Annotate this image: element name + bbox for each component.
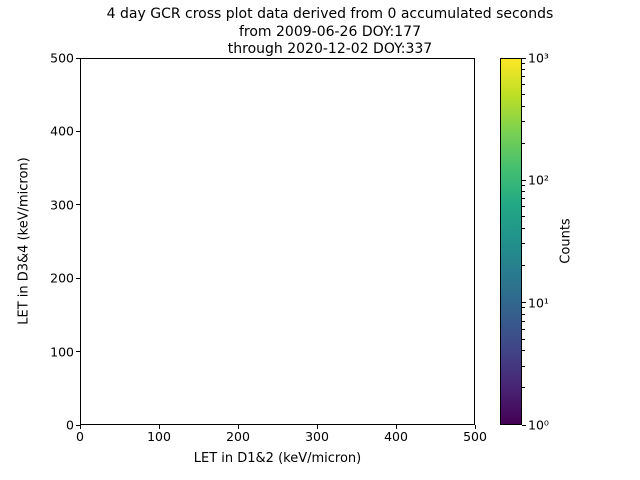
colorbar-minor-tick-mark bbox=[522, 142, 525, 144]
y-tick-mark bbox=[76, 130, 80, 132]
colorbar-minor-tick-mark bbox=[522, 350, 525, 352]
colorbar-minor-ticks bbox=[522, 58, 525, 425]
y-tick-label: 400 bbox=[50, 123, 74, 139]
colorbar-minor-tick-mark bbox=[522, 365, 525, 367]
colorbar-minor-tick-mark bbox=[522, 387, 525, 389]
chart-title: 4 day GCR cross plot data derived from 0… bbox=[20, 6, 640, 59]
x-tick-mark bbox=[474, 425, 476, 429]
colorbar-minor-tick-mark bbox=[522, 328, 525, 330]
colorbar-tick-label: 10⁰ bbox=[528, 417, 549, 433]
y-tick-mark bbox=[76, 277, 80, 279]
y-tick-label: 0 bbox=[66, 417, 74, 433]
y-tick-mark bbox=[76, 57, 80, 59]
colorbar bbox=[500, 58, 522, 425]
x-tick-mark bbox=[158, 425, 160, 429]
colorbar-minor-tick-mark bbox=[522, 338, 525, 340]
colorbar-minor-tick-mark bbox=[522, 313, 525, 315]
y-tick-label: 200 bbox=[50, 270, 74, 286]
chart-title-line3: through 2020-12-02 DOY:337 bbox=[227, 41, 433, 57]
colorbar-tick-mark bbox=[522, 57, 526, 59]
colorbar-minor-tick-mark bbox=[522, 105, 525, 107]
colorbar-minor-tick-mark bbox=[522, 198, 525, 200]
colorbar-minor-tick-mark bbox=[522, 216, 525, 218]
colorbar-tick-label: 10¹ bbox=[528, 295, 549, 311]
colorbar-minor-tick-mark bbox=[522, 75, 525, 77]
y-tick-label: 300 bbox=[50, 197, 74, 213]
colorbar-minor-tick-mark bbox=[522, 84, 525, 86]
y-tick-mark bbox=[76, 204, 80, 206]
x-tick-label: 200 bbox=[226, 429, 250, 444]
colorbar-minor-tick-mark bbox=[522, 62, 525, 64]
colorbar-minor-tick-mark bbox=[522, 191, 525, 193]
colorbar-axis-label: Counts bbox=[558, 218, 574, 264]
colorbar-tick-mark bbox=[522, 179, 526, 181]
x-axis-label: LET in D1&2 (keV/micron) bbox=[193, 451, 362, 466]
colorbar-gradient bbox=[501, 59, 521, 424]
x-tick-label: 500 bbox=[463, 429, 487, 444]
y-tick-label: 500 bbox=[50, 50, 74, 66]
colorbar-minor-tick-mark bbox=[522, 93, 525, 95]
y-tick-label: 100 bbox=[50, 344, 74, 360]
colorbar-minor-tick-mark bbox=[522, 206, 525, 208]
y-tick-mark bbox=[76, 351, 80, 353]
colorbar-minor-tick-mark bbox=[522, 243, 525, 245]
y-axis-label: LET in D3&4 (keV/micron) bbox=[16, 157, 32, 325]
colorbar-minor-tick-mark bbox=[522, 307, 525, 309]
chart-title-line1: 4 day GCR cross plot data derived from 0… bbox=[106, 6, 554, 22]
x-tick-label: 100 bbox=[147, 429, 171, 444]
y-tick-mark bbox=[76, 424, 80, 426]
x-tick-mark bbox=[395, 425, 397, 429]
colorbar-tick-mark bbox=[522, 424, 526, 426]
x-tick-mark bbox=[316, 425, 318, 429]
x-tick-mark bbox=[237, 425, 239, 429]
x-tick-label: 0 bbox=[76, 429, 84, 444]
colorbar-tick-label: 10³ bbox=[528, 50, 549, 66]
colorbar-minor-tick-mark bbox=[522, 184, 525, 186]
colorbar-minor-tick-mark bbox=[522, 68, 525, 70]
colorbar-minor-tick-mark bbox=[522, 264, 525, 266]
colorbar-minor-tick-mark bbox=[522, 228, 525, 230]
chart-title-line2: from 2009-06-26 DOY:177 bbox=[238, 23, 421, 40]
colorbar-minor-tick-mark bbox=[522, 320, 525, 322]
x-tick-label: 300 bbox=[305, 429, 329, 444]
x-tick-label: 400 bbox=[384, 429, 408, 444]
colorbar-minor-tick-mark bbox=[522, 120, 525, 122]
colorbar-tick-label: 10² bbox=[528, 172, 549, 188]
x-tick-mark bbox=[79, 425, 81, 429]
plot-area bbox=[80, 58, 475, 425]
colorbar-tick-mark bbox=[522, 302, 526, 304]
